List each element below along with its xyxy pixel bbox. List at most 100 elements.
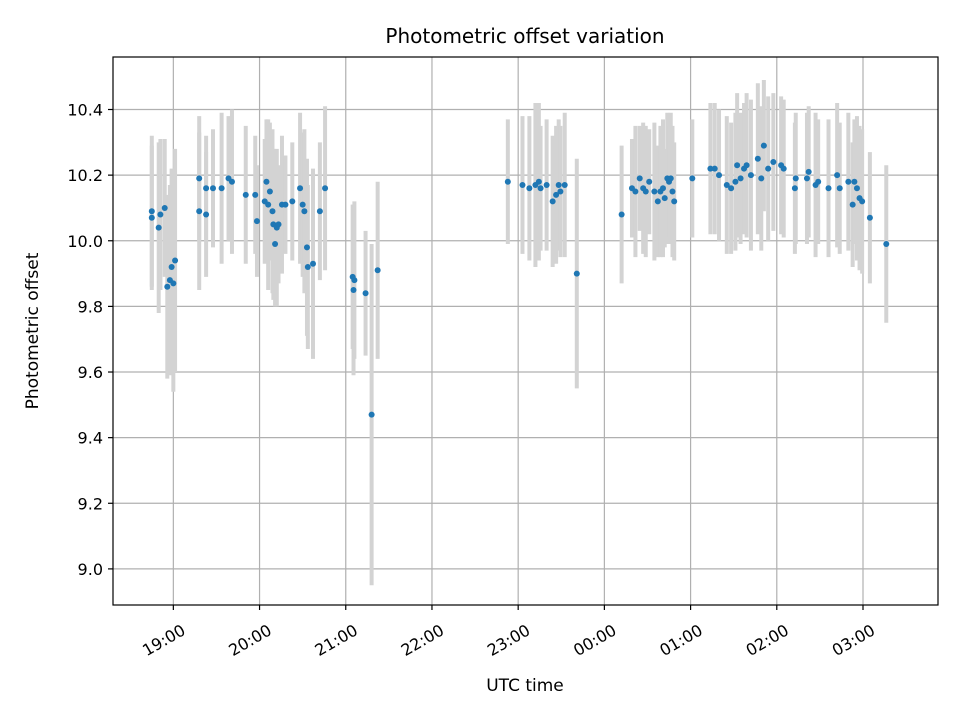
data-point [265,201,272,208]
data-point [172,257,179,264]
data-point [803,175,810,182]
data-point [632,188,639,195]
y-tick-label: 9.0 [78,560,103,579]
data-point [362,290,369,297]
data-point [743,162,750,169]
y-tick-label: 9.6 [78,363,103,382]
data-point [671,198,678,205]
data-point [504,178,511,185]
y-tick-label: 9.2 [78,494,103,513]
data-point [866,214,873,221]
data-point [642,188,649,195]
data-point [368,411,375,418]
y-tick-label: 9.8 [78,297,103,316]
data-point [728,185,735,192]
data-point [851,178,858,185]
grid-lines [113,57,938,605]
data-point [765,165,772,172]
data-point [210,185,216,192]
data-point [263,178,270,185]
data-point [253,218,260,225]
data-point [203,211,210,218]
data-point [196,208,203,215]
data-point [573,270,580,277]
data-point [299,201,306,208]
data-point [543,181,550,188]
data-point [170,280,177,287]
data-point [758,175,765,182]
data-point [148,214,155,221]
data-point [203,185,210,192]
data-point [618,211,625,218]
x-axis-label: UTC time [486,676,564,696]
y-axis-ticks: 9.0 9.2 9.4 9.6 9.8 10.0 10.2 10.4 [67,101,113,579]
data-point [157,211,164,218]
data-point [301,208,308,215]
data-point [228,178,235,185]
data-point [218,185,225,192]
data-point [853,185,860,192]
data-point [322,185,329,192]
data-point [660,185,666,192]
data-point [537,185,544,192]
data-point [723,181,730,188]
data-point [707,165,714,172]
data-point [316,208,323,215]
data-point [272,241,279,248]
data-point [825,185,832,192]
data-point [754,155,761,162]
data-point [304,264,311,271]
data-point [242,191,249,198]
data-point [689,175,696,182]
data-point [651,188,658,195]
data-point [557,188,564,195]
data-point [646,178,653,185]
data-point [669,188,676,195]
data-point [734,162,741,169]
data-point [168,264,175,271]
data-point [555,181,562,188]
data-point [275,221,282,228]
data-point [834,172,841,179]
data-point [780,165,787,172]
data-point [269,208,276,215]
data-point [770,159,777,166]
data-point [636,175,643,182]
y-tick-label: 10.4 [67,101,103,120]
data-point [792,175,799,182]
data-point [661,195,668,202]
data-point [164,283,171,290]
data-point [859,198,866,205]
data-point [155,224,162,231]
data-point [791,185,798,192]
data-point [252,191,259,198]
y-axis-label: Photometric offset [23,252,43,409]
data-point [196,175,203,182]
data-point [716,172,723,179]
data-point [282,201,289,208]
data-point [553,191,560,198]
data-point [266,188,273,195]
data-point [711,165,718,172]
data-point [310,260,316,267]
y-tick-label: 10.0 [67,232,103,251]
data-point [303,244,310,251]
data-point [654,198,661,205]
data-point [747,172,754,179]
data-point [883,241,890,248]
data-point [519,181,526,188]
data-point [350,286,357,293]
data-point [549,198,556,205]
data-point [161,204,168,211]
data-point [805,168,812,175]
data-point [845,178,852,185]
data-point [815,178,822,185]
data-points [148,142,890,418]
data-point [732,178,739,185]
plot-frame [112,56,939,606]
data-point [351,277,358,284]
data-point [760,142,767,149]
y-tick-label: 10.2 [67,166,103,185]
data-point [849,201,856,208]
